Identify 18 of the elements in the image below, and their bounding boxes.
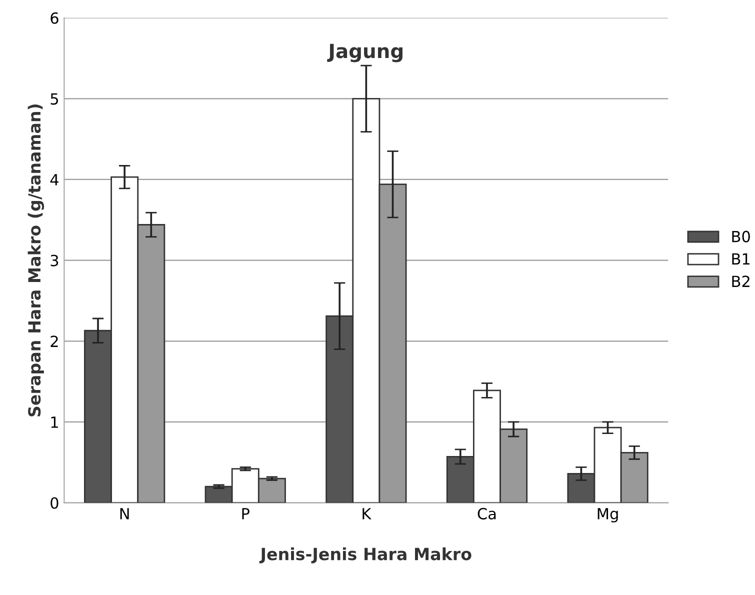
- legend-label: B1: [732, 253, 750, 265]
- x-tick-label: Mg: [598, 508, 618, 522]
- y-tick-label: 3: [50, 254, 58, 266]
- y-axis-title: Serapan Hara Makro (g/tanaman): [28, 104, 44, 416]
- y-tick-label: 2: [50, 336, 58, 347]
- y-tick-label: 0: [50, 497, 58, 509]
- y-tick-label: 4: [50, 174, 58, 186]
- x-tick-label: P: [242, 508, 250, 520]
- x-tick-label: K: [362, 508, 372, 520]
- x-tick-label: N: [120, 508, 129, 520]
- y-tick-label: 5: [50, 93, 58, 105]
- legend-label: B0: [732, 230, 750, 242]
- x-axis-title: Jenis-Jenis Hara Makro: [259, 547, 472, 564]
- text: Jagung: [327, 44, 402, 62]
- y-tick-label: 1: [51, 416, 58, 428]
- y-tick-label: 6: [50, 12, 58, 24]
- x-tick-label: Ca: [478, 508, 496, 520]
- legend-label: B2: [732, 276, 750, 287]
